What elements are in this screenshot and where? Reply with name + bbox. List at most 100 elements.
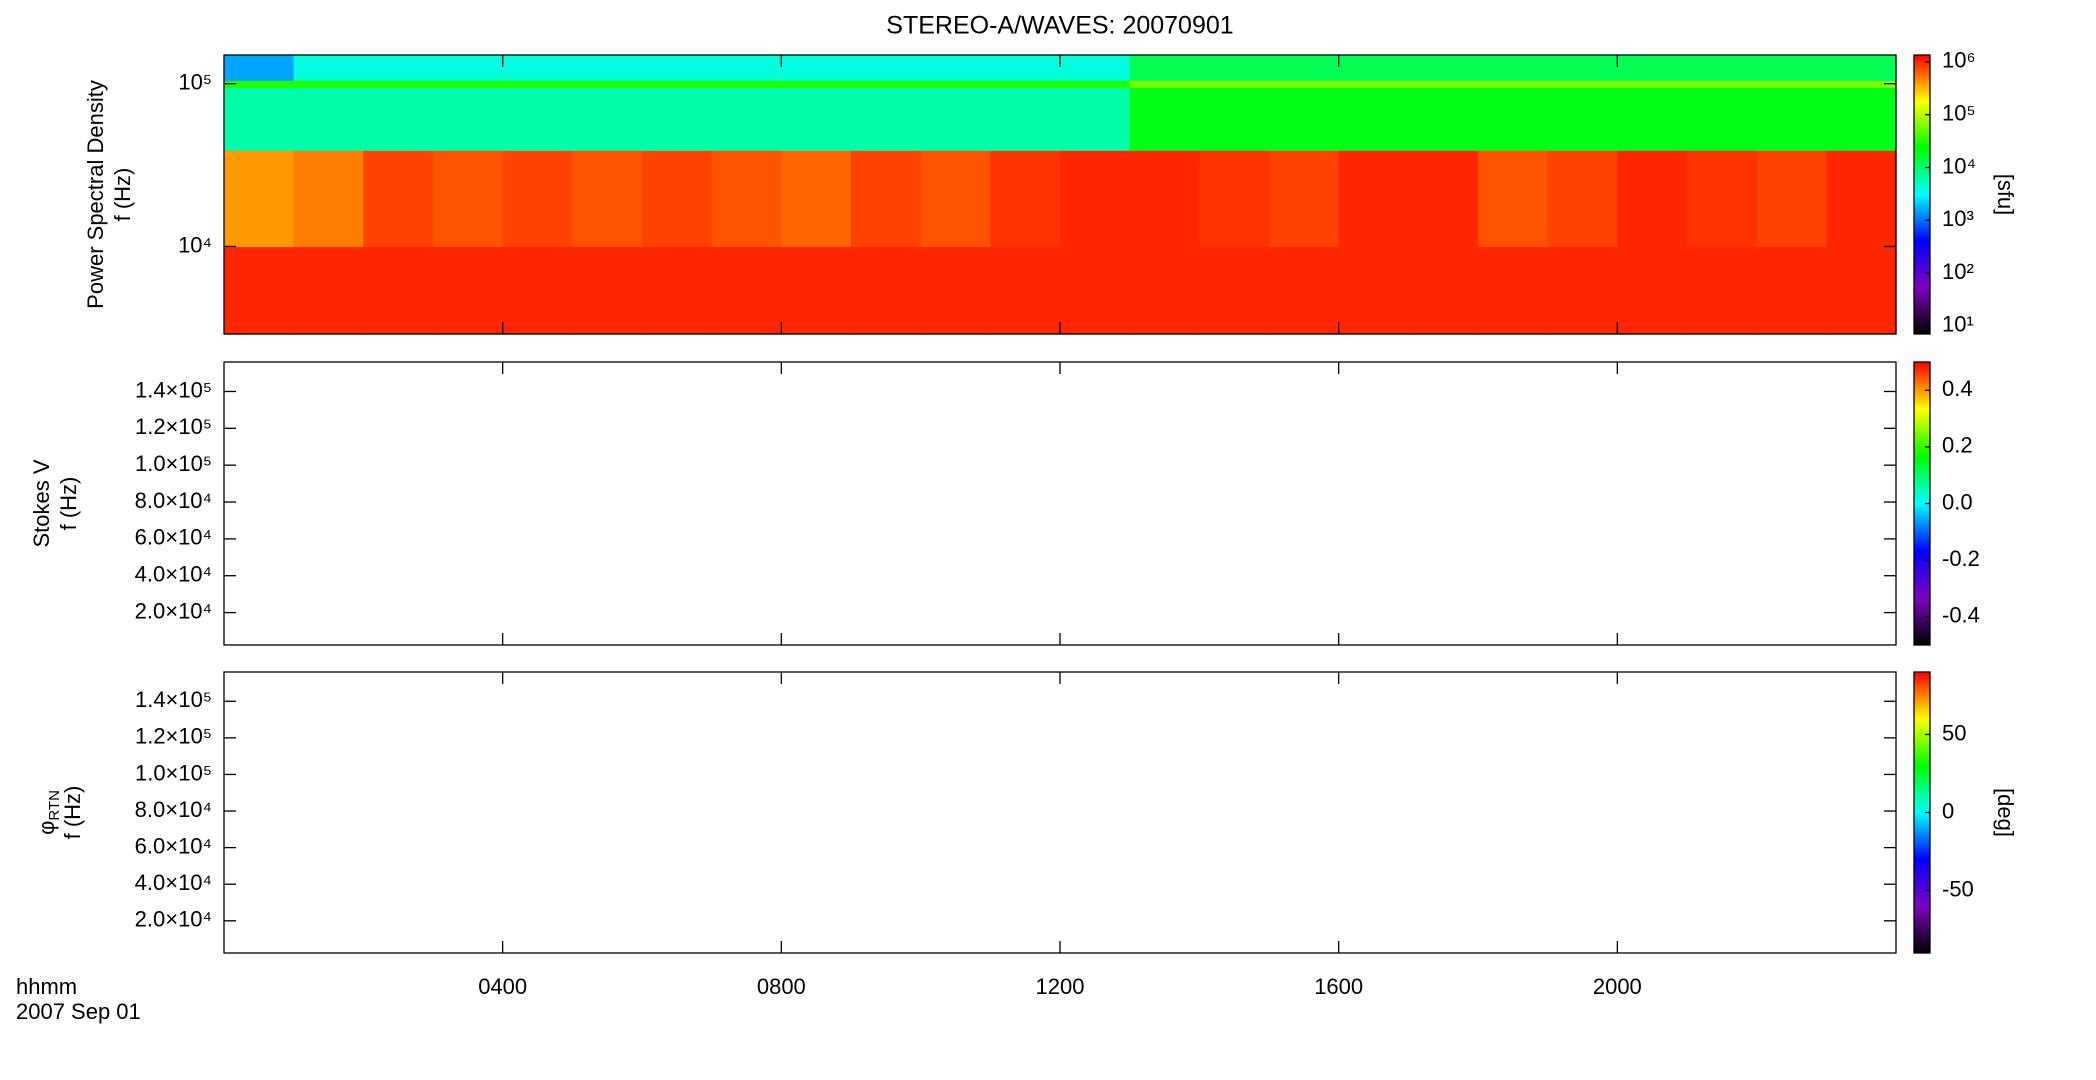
plot-frame [223, 671, 1897, 954]
heatmap-cell [1826, 55, 1897, 81]
heatmap-cell [642, 87, 713, 151]
symbol: φ [34, 821, 59, 835]
heatmap-cell [1129, 87, 1200, 151]
heatmap-cell [293, 246, 364, 335]
date-label: 2007 Sep 01 [16, 999, 141, 1024]
y-tick-label: 8.0×10⁴ [135, 488, 212, 513]
heatmap-cell [1826, 80, 1897, 88]
heatmap-cell [1756, 87, 1827, 151]
y-tick-label: 2.0×10⁴ [135, 907, 212, 932]
colorbar-tick-label: -0.2 [1942, 546, 1980, 571]
y-tick-label: 2.0×10⁴ [135, 598, 212, 623]
heatmap-cell [363, 150, 434, 248]
heatmap-cell [433, 87, 504, 151]
heatmap-cell [642, 80, 713, 88]
heatmap-cell [433, 150, 504, 248]
heatmap-cell [1408, 150, 1479, 248]
heatmap-cell [1478, 80, 1549, 88]
heatmap-cell [433, 246, 504, 335]
y-tick-label: 6.0×10⁴ [135, 833, 212, 858]
heatmap-cell [1338, 55, 1409, 81]
heatmap-cell [433, 80, 504, 88]
heatmap-cell [293, 80, 364, 88]
y-axis-label: f (Hz) [56, 477, 81, 531]
heatmap-cell [572, 150, 643, 248]
y-tick-label: 1.4×10⁵ [135, 377, 212, 402]
heatmap-cell [1199, 55, 1270, 81]
heatmap-cell [1617, 150, 1688, 248]
heatmap-cell [572, 80, 643, 88]
heatmap-cell [1060, 80, 1131, 88]
heatmap-cell [990, 246, 1061, 335]
heatmap-cell [1826, 150, 1897, 248]
x-tick-label: 1600 [1314, 974, 1363, 999]
y-axis-label: Power Spectral Density [83, 80, 108, 309]
heatmap-cell [1269, 150, 1340, 248]
heatmap-cell [1756, 80, 1827, 88]
heatmap-cell [1756, 55, 1827, 81]
x-tick-label: 0400 [478, 974, 527, 999]
heatmap-cell [642, 246, 713, 335]
heatmap-cell [502, 80, 573, 88]
heatmap-cell [224, 80, 295, 88]
heatmap-cell [1269, 80, 1340, 88]
colorbar-tick-label: 10⁶ [1942, 48, 1976, 73]
y-tick-label: 10⁴ [178, 232, 212, 257]
colorbar-label: [sfu] [1993, 174, 2018, 216]
heatmap-cell [572, 55, 643, 81]
heatmap-cell [711, 80, 782, 88]
heatmap-cell [1687, 150, 1758, 248]
heatmap-cell [502, 87, 573, 151]
y-tick-label: 1.2×10⁵ [135, 414, 212, 439]
heatmap-cell [363, 55, 434, 81]
heatmap-cell [1687, 55, 1758, 81]
heatmap-cell [1408, 55, 1479, 81]
heatmap-cell [1060, 150, 1131, 248]
colorbar-label: [deg] [1993, 788, 2018, 837]
y-tick-label: 1.0×10⁵ [135, 760, 212, 785]
heatmap-cell [502, 246, 573, 335]
heatmap-cell [224, 55, 295, 81]
y-tick-label: 8.0×10⁴ [135, 797, 212, 822]
heatmap-cell [1269, 246, 1340, 335]
heatmap-cell [224, 246, 295, 335]
heatmap-cell [990, 87, 1061, 151]
x-tick-label: 1200 [1036, 974, 1085, 999]
colorbar-tick-label: 0.0 [1942, 489, 1973, 514]
colorbar [1913, 54, 1931, 335]
heatmap-cell [781, 246, 852, 335]
heatmap-cell [1060, 55, 1131, 81]
heatmap-cell [1408, 246, 1479, 335]
heatmap-cell [1687, 87, 1758, 151]
colorbar-tick-label: 0.2 [1942, 433, 1973, 458]
y-tick-label: 4.0×10⁴ [135, 870, 212, 895]
y-tick-label: 1.4×10⁵ [135, 687, 212, 712]
heatmap-cell [711, 150, 782, 248]
colorbar-tick-label: 50 [1942, 720, 1966, 745]
y-axis-symbol: φRTN [34, 790, 63, 835]
heatmap-cell [920, 246, 991, 335]
heatmap-cell [920, 150, 991, 248]
heatmap-cell [1547, 87, 1618, 151]
heatmap-cell [1338, 246, 1409, 335]
y-tick-label: 6.0×10⁴ [135, 525, 212, 550]
heatmap-cell [1199, 87, 1270, 151]
heatmap-cell [1756, 246, 1827, 335]
heatmap-cell [851, 55, 922, 81]
heatmap-cell [1199, 246, 1270, 335]
heatmap-cell [1269, 55, 1340, 81]
heatmap-cell [1687, 246, 1758, 335]
heatmap-cell [502, 150, 573, 248]
heatmap-cell [1617, 80, 1688, 88]
heatmap-cell [1129, 80, 1200, 88]
heatmap-cell [990, 80, 1061, 88]
heatmap-cell [224, 87, 295, 151]
heatmap-cell [572, 87, 643, 151]
heatmap-cell [711, 55, 782, 81]
chart-title: STEREO-A/WAVES: 20070901 [886, 12, 1233, 40]
y-tick-label: 1.0×10⁵ [135, 451, 212, 476]
heatmap-cell [781, 55, 852, 81]
heatmap-cell [851, 80, 922, 88]
heatmap-cell [1338, 80, 1409, 88]
heatmap-cell [1129, 150, 1200, 248]
